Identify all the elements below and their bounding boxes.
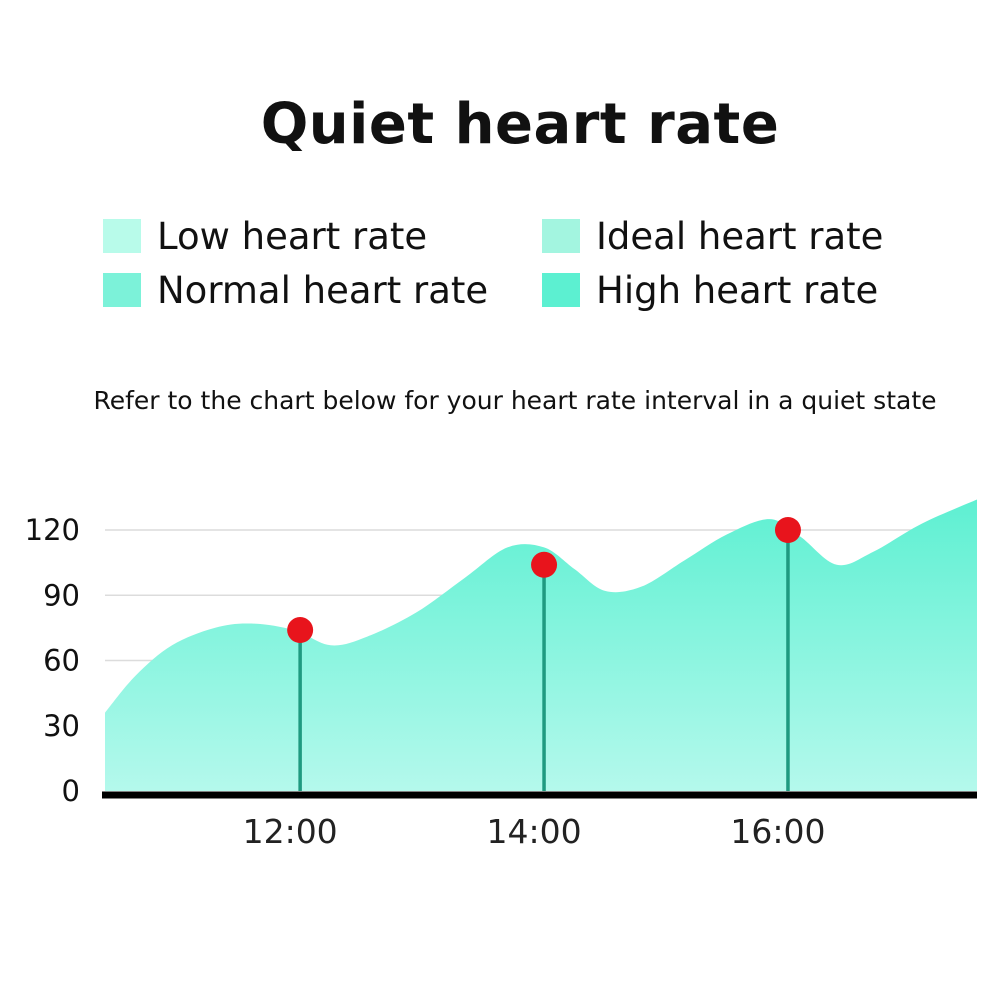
data-point-16:00 [774,517,801,543]
legend-label-normal: Normal heart rate [157,268,489,312]
legend-swatch-ideal [542,219,580,253]
legend-item-low: Low heart rate [103,214,428,258]
legend-label-high: High heart rate [596,268,879,312]
y-tick-label-60: 60 [43,644,80,678]
y-tick-label-120: 120 [25,513,80,547]
legend-item-high: High heart rate [542,268,879,312]
data-point-12:00 [287,617,314,644]
y-tick-label-0: 0 [62,774,80,808]
y-tick-label-30: 30 [43,709,80,743]
chart-title: Quiet heart rate [260,92,780,157]
legend-swatch-normal [103,273,141,307]
y-tick-label-90: 90 [43,578,80,612]
x-tick-label-16:00: 16:00 [730,812,825,851]
x-tick-label-14:00: 14:00 [486,812,581,851]
legend-label-low: Low heart rate [157,214,428,258]
legend-label-ideal: Ideal heart rate [596,214,884,258]
legend-swatch-high [542,273,580,307]
data-point-14:00 [531,551,558,578]
legend-swatch-low [103,219,141,253]
legend-item-normal: Normal heart rate [103,268,489,312]
heart-rate-area [105,499,977,791]
x-tick-label-12:00: 12:00 [243,812,338,851]
legend-item-ideal: Ideal heart rate [542,214,884,258]
chart-subtitle: Refer to the chart below for your heart … [93,386,937,415]
